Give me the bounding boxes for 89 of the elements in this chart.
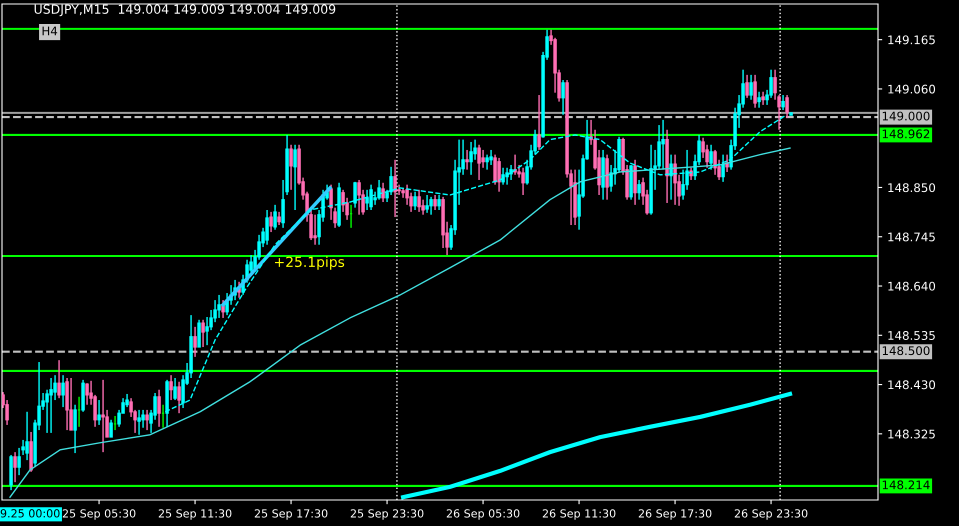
- chart-title: USDJPY,M15 149.004 149.009 149.004 149.009: [34, 4, 336, 16]
- candlestick: [137, 409, 141, 436]
- annotation: H4: [42, 26, 58, 36]
- candlestick: [17, 447, 21, 476]
- candlestick: [313, 214, 317, 246]
- candlestick: [365, 189, 369, 211]
- text: 9.25 00:00: [0, 509, 60, 518]
- candlestick: [357, 179, 361, 216]
- candlestick: [85, 382, 89, 406]
- candlestick: [661, 119, 665, 170]
- candlestick: [289, 144, 293, 191]
- candlestick: [489, 149, 493, 166]
- x-tick-label: 26 Sep 05:30: [446, 509, 520, 520]
- candlestick: [757, 91, 761, 108]
- candlestick: [369, 184, 373, 211]
- candlestick: [485, 154, 489, 170]
- candlestick: [145, 409, 149, 431]
- candlestick: [521, 167, 525, 196]
- candlestick: [109, 419, 113, 438]
- candlestick: [745, 74, 749, 99]
- candlestick: [537, 94, 541, 151]
- candlestick: [173, 377, 177, 401]
- candlestick: [177, 381, 181, 414]
- candlestick: [761, 91, 765, 106]
- y-tick-label: 148.745: [888, 232, 935, 242]
- candlestick: [193, 326, 197, 358]
- candlestick: [709, 144, 713, 170]
- candlestick: [353, 181, 357, 208]
- candlestick: [469, 141, 473, 176]
- ref-line-label: 149.000: [882, 112, 930, 121]
- candlestick: [61, 374, 65, 408]
- candlestick: [429, 196, 433, 216]
- x-tick-label: 25 Sep 17:30: [254, 509, 328, 520]
- candlestick: [753, 74, 757, 108]
- candlestick: [277, 211, 281, 226]
- candlestick: [381, 182, 385, 203]
- candlestick: [509, 164, 513, 181]
- candlestick: [169, 374, 173, 401]
- y-tick-label: 148.850: [888, 183, 936, 192]
- x-tick-label: 25 Sep 05:30: [62, 509, 136, 520]
- candlestick: [781, 94, 785, 111]
- candlestick: [25, 411, 29, 461]
- candlestick: [497, 157, 501, 192]
- candlestick: [561, 79, 565, 116]
- candlestick: [49, 377, 53, 434]
- candlestick: [393, 159, 397, 218]
- candlestick: [785, 94, 789, 119]
- ref-line-label: 148.500: [882, 346, 930, 356]
- candlestick: [465, 149, 469, 170]
- x-tick-label: 25 Sep 11:30: [158, 509, 232, 520]
- candlestick: [269, 211, 273, 233]
- candlestick: [637, 179, 641, 200]
- candlestick: [749, 74, 753, 100]
- x-tick-label: 25 Sep 23:30: [350, 509, 424, 520]
- candlestick: [417, 189, 421, 213]
- y-tick-label: 149.060: [888, 84, 936, 94]
- x-tick-label: 26 Sep 23:30: [734, 509, 808, 520]
- x-tick-label: 26 Sep 17:30: [638, 509, 712, 520]
- candlestick: [433, 194, 437, 211]
- candlestick: [73, 404, 77, 454]
- candlestick: [101, 379, 105, 453]
- ref-line-label: 148.962: [882, 129, 930, 138]
- candlestick: [69, 377, 73, 431]
- candlestick: [293, 144, 297, 211]
- candlestick: [425, 194, 429, 214]
- annotation: +25.1pips: [275, 256, 344, 270]
- candlestick: [265, 209, 269, 246]
- y-tick-label: 148.430: [888, 380, 936, 390]
- candlestick: [217, 294, 221, 319]
- candlestick: [97, 399, 101, 426]
- candlestick: [197, 319, 201, 348]
- candlestick: [437, 194, 441, 211]
- candlestick: [201, 319, 205, 348]
- candlestick: [481, 149, 485, 168]
- candlestick: [721, 154, 725, 183]
- y-tick-label: 148.535: [888, 331, 935, 340]
- candlestick: [477, 144, 481, 181]
- candlestick: [689, 167, 693, 181]
- y-tick-label: 149.165: [888, 35, 935, 44]
- candlestick: [273, 204, 277, 230]
- x-tick-label: 26 Sep 11:30: [542, 509, 616, 520]
- ref-line-label: 148.214: [882, 480, 930, 490]
- candlestick: [13, 451, 17, 483]
- y-tick-label: 148.640: [888, 282, 936, 291]
- y-tick-label: 148.325: [888, 430, 935, 438]
- candlestick: [401, 187, 405, 198]
- candlestick: [413, 191, 417, 211]
- candlestick: [157, 389, 161, 428]
- candlestick: [57, 359, 61, 399]
